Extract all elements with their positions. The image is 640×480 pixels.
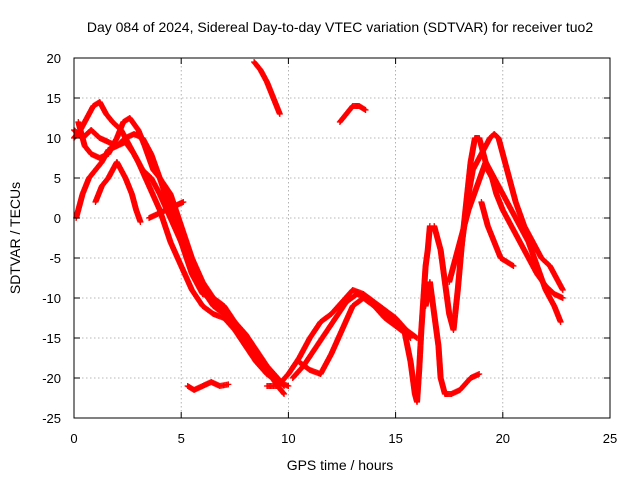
series-sat-i xyxy=(336,103,369,125)
y-tick-label: 5 xyxy=(54,171,61,186)
y-tick-label: 0 xyxy=(54,211,61,226)
y-tick-label: -25 xyxy=(42,411,61,426)
series-sat-n xyxy=(422,279,483,397)
chart-title: Day 084 of 2024, Sidereal Day-to-day VTE… xyxy=(87,19,594,35)
y-tick-label: -20 xyxy=(42,371,61,386)
x-tick-label: 5 xyxy=(178,431,185,446)
y-tick-label: -10 xyxy=(42,291,61,306)
series-sat-h xyxy=(251,59,283,117)
data-point xyxy=(281,383,288,389)
data-point xyxy=(225,381,232,388)
x-tick-label: 0 xyxy=(70,431,77,446)
series-sat-f xyxy=(146,199,187,221)
series-sat-g xyxy=(184,379,232,393)
y-tick-label: 20 xyxy=(47,51,61,66)
series-sat-e xyxy=(92,159,144,225)
series-sat-k xyxy=(289,291,414,381)
y-tick-label: 10 xyxy=(47,131,61,146)
y-tick-label: -5 xyxy=(49,251,61,266)
x-tick-label: 10 xyxy=(281,431,295,446)
data-point xyxy=(276,111,283,117)
y-axis-label: SDTVAR / TECUs xyxy=(7,182,23,294)
series-sat-d xyxy=(75,115,270,377)
data-point xyxy=(281,391,288,397)
y-tick-label: 15 xyxy=(47,91,61,106)
data-point xyxy=(180,199,187,205)
x-axis-label: GPS time / hours xyxy=(287,457,394,473)
marks-layer xyxy=(71,59,566,405)
data-point xyxy=(263,371,270,377)
data-point xyxy=(137,219,144,225)
x-tick-label: 20 xyxy=(496,431,510,446)
data-point xyxy=(362,107,369,113)
series-sat-m xyxy=(401,223,433,405)
grid-layer xyxy=(74,58,610,418)
x-tick-label: 15 xyxy=(388,431,402,446)
x-tick-label: 25 xyxy=(603,431,617,446)
series-sat-o xyxy=(431,135,566,333)
y-tick-label: -15 xyxy=(42,331,61,346)
